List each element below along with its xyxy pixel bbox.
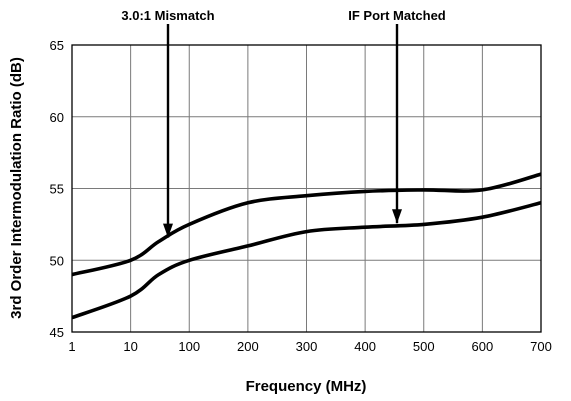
series-line-2 (71, 201, 542, 320)
y-tick-label: 50 (50, 253, 64, 268)
x-tick-label: 200 (237, 339, 259, 354)
x-tick-label: 300 (296, 339, 318, 354)
y-tick-label: 55 (50, 182, 64, 197)
annotations: 3.0:1 Mismatch IF Port Matched (121, 8, 446, 238)
series-line-1 (71, 172, 542, 277)
y-axis-title: 3rd Order Intermodulation Ratio (dB) (8, 57, 25, 319)
x-tick-label: 700 (530, 339, 552, 354)
x-axis-title: Frequency (MHz) (246, 378, 367, 395)
annotation-label: 3.0:1 Mismatch (121, 8, 214, 23)
x-tick-label: 100 (178, 339, 200, 354)
x-tick-label: 600 (472, 339, 494, 354)
y-tick-label: 60 (50, 110, 64, 125)
x-tick-label: 1 (68, 339, 75, 354)
x-tick-label: 400 (354, 339, 376, 354)
x-tick-label: 500 (413, 339, 435, 354)
annotation-label: IF Port Matched (348, 8, 446, 23)
series-layer (71, 172, 542, 320)
y-tick-label: 45 (50, 325, 64, 340)
y-axis: 45 50 55 60 65 (50, 38, 64, 340)
x-axis: 1 10 100 200 300 400 500 600 700 (68, 339, 551, 354)
plot-area-frame (71, 44, 542, 333)
annotation-arrowhead (392, 209, 402, 224)
annotation-arrowhead (163, 223, 173, 238)
y-tick-label: 65 (50, 38, 64, 53)
x-tick-label: 10 (123, 339, 137, 354)
